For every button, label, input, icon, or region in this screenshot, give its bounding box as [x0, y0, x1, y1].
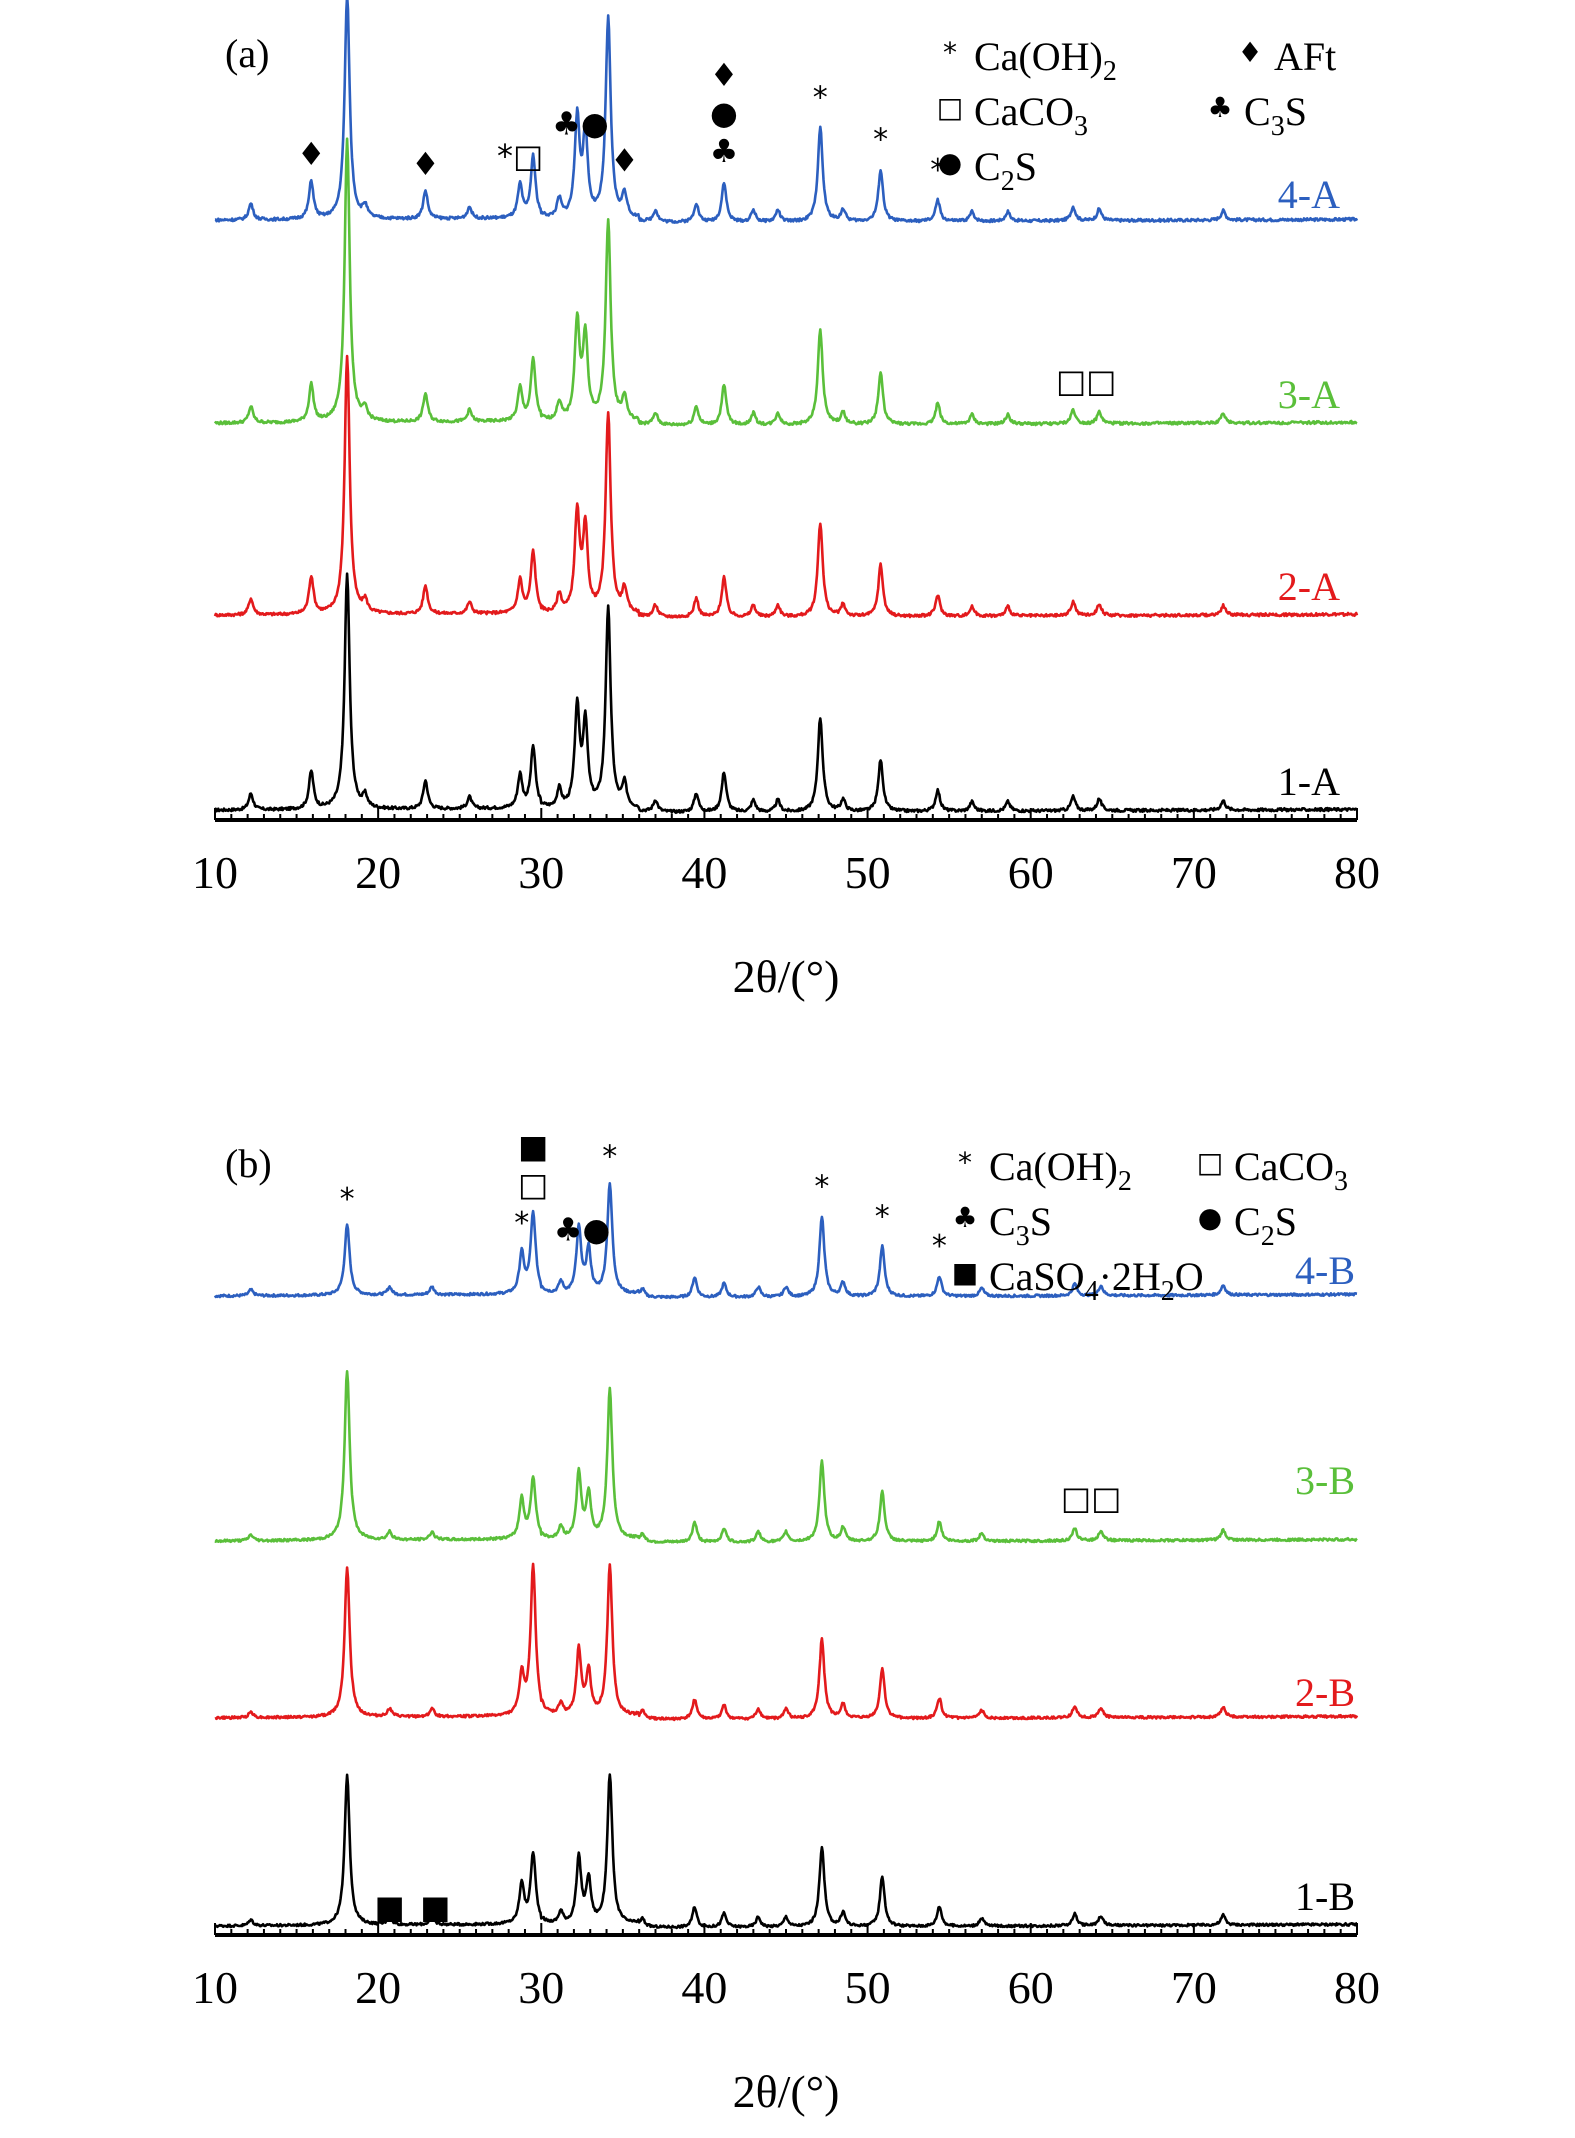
x-tick-label: 60: [1008, 847, 1054, 898]
series-line-1-A: [214, 572, 1359, 814]
legend-item: ♣ C3S: [952, 1199, 1051, 1252]
x-tick-label: 60: [1008, 1962, 1054, 2013]
legend-item: ● C2S: [1198, 1199, 1297, 1252]
series-line-1-B: [213, 1773, 1358, 1930]
series-label: 4-A: [1278, 172, 1340, 217]
series-line-4-A: [214, 0, 1359, 224]
legend-label: CaCO3: [1234, 1144, 1348, 1197]
x-tick-label: 30: [518, 1962, 564, 2013]
legend-label: C3S: [1244, 89, 1307, 142]
phase-marker: ♣●: [554, 1211, 611, 1249]
series-line-3-A: [213, 137, 1358, 427]
panel-label: (b): [225, 1141, 272, 1186]
series-label: 3-A: [1278, 372, 1340, 417]
legend-symbol: ♣: [952, 1201, 977, 1234]
phase-marker: *: [340, 1182, 355, 1217]
phase-marker: *: [813, 81, 828, 116]
series-label: 3-B: [1295, 1458, 1355, 1503]
legend-symbol: □: [937, 91, 963, 124]
legend-item: * Ca(OH)2: [943, 34, 1117, 87]
x-tick-label: 50: [845, 1962, 891, 2013]
legend-symbol: ●: [938, 146, 962, 179]
x-tick-label: 10: [192, 847, 238, 898]
legend-label: C2S: [974, 144, 1037, 197]
legend-symbol: ●: [1198, 1201, 1222, 1234]
series-line-2-B: [214, 1562, 1359, 1722]
x-tick-label: 40: [681, 847, 727, 898]
phase-marker: □: [518, 1166, 548, 1204]
phase-marker: *: [814, 1170, 829, 1205]
series-label: 2-B: [1295, 1670, 1355, 1715]
phase-marker: *: [602, 1139, 617, 1174]
series-line-4-B: [213, 1182, 1358, 1300]
series-line-3-B: [214, 1370, 1358, 1544]
legend-item: ♣ C3S: [1207, 89, 1306, 142]
series-label: 1-A: [1278, 759, 1340, 804]
legend-label: CaSO4·2H2O: [989, 1254, 1204, 1307]
legend-symbol: *: [943, 36, 957, 69]
legend-label: Ca(OH)2: [989, 1144, 1132, 1197]
legend-item: □ CaCO3: [937, 89, 1088, 142]
x-tick-label: 10: [192, 1962, 238, 2013]
phase-marker: □□: [1061, 1479, 1121, 1517]
series-label: 4-B: [1295, 1248, 1355, 1293]
legend-label: CaCO3: [974, 89, 1088, 142]
legend-item: * Ca(OH)2: [958, 1144, 1132, 1197]
series-label: 2-A: [1278, 564, 1340, 609]
panel-b: 10 20 30 40 50 60 70 802θ/(°)(b)1-B2-B3-B4-B**□…: [192, 1128, 1380, 2117]
x-tick-label: 70: [1171, 1962, 1217, 2013]
legend-symbol: ♣: [1207, 91, 1232, 124]
phase-marker: ♦: [610, 142, 639, 180]
x-axis-title: 2θ/(°): [733, 2066, 840, 2117]
phase-marker: *□: [497, 137, 543, 175]
phase-marker: ■: [374, 1888, 404, 1926]
phase-marker: *: [932, 1229, 947, 1264]
phase-marker: ■: [518, 1128, 548, 1166]
legend-item: ● C2S: [938, 144, 1037, 197]
phase-marker: *: [601, 0, 616, 8]
x-tick-label: 40: [681, 1962, 727, 2013]
legend-symbol: □: [1197, 1146, 1223, 1179]
legend-item: □ CaCO3: [1197, 1144, 1348, 1197]
legend-symbol: ♦: [1237, 36, 1262, 69]
phase-marker: ♣●: [552, 104, 609, 142]
legend-label: Ca(OH)2: [974, 34, 1117, 87]
phase-marker: ♣: [710, 132, 739, 170]
x-tick-label: 20: [355, 847, 401, 898]
phase-marker: ♦: [710, 56, 739, 94]
phase-marker: *: [514, 1206, 529, 1241]
legend-item: ■ CaSO4·2H2O: [952, 1254, 1204, 1307]
x-axis-title: 2θ/(°): [733, 951, 840, 1002]
phase-marker: ■: [420, 1888, 450, 1926]
x-tick-label: 50: [845, 847, 891, 898]
x-tick-label: 20: [355, 1962, 401, 2013]
legend-label: C2S: [1234, 1199, 1297, 1252]
legend-symbol: *: [958, 1146, 972, 1179]
x-tick-label: 30: [518, 847, 564, 898]
series-label: 1-B: [1295, 1874, 1355, 1919]
x-tick-label: 80: [1334, 847, 1380, 898]
phase-marker: *: [930, 153, 945, 188]
panel-a: 10 20 30 40 50 60 70 80 2θ/(°) (a) 1-A 2-A 3-A 4-A ♦ * ♦…: [192, 0, 1380, 1002]
legend-label: AFt: [1274, 34, 1336, 79]
legend-item: ♦ AFt: [1237, 34, 1336, 79]
phase-marker: □□: [1056, 362, 1116, 400]
phase-marker: ♦: [297, 135, 326, 173]
phase-marker: ♦: [411, 145, 440, 183]
panel-label: (a): [225, 31, 269, 76]
legend-symbol: ■: [952, 1256, 978, 1289]
legend-label: C3S: [989, 1199, 1052, 1252]
x-tick-label: 80: [1334, 1962, 1380, 2013]
x-tick-label: 70: [1171, 847, 1217, 898]
phase-marker: *: [873, 123, 888, 158]
phase-marker: ●: [710, 94, 738, 132]
series-line-2-A: [213, 354, 1359, 619]
phase-marker: *: [875, 1199, 890, 1234]
